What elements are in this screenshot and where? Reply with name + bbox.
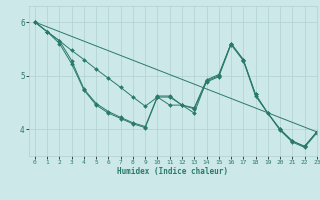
X-axis label: Humidex (Indice chaleur): Humidex (Indice chaleur): [117, 167, 228, 176]
